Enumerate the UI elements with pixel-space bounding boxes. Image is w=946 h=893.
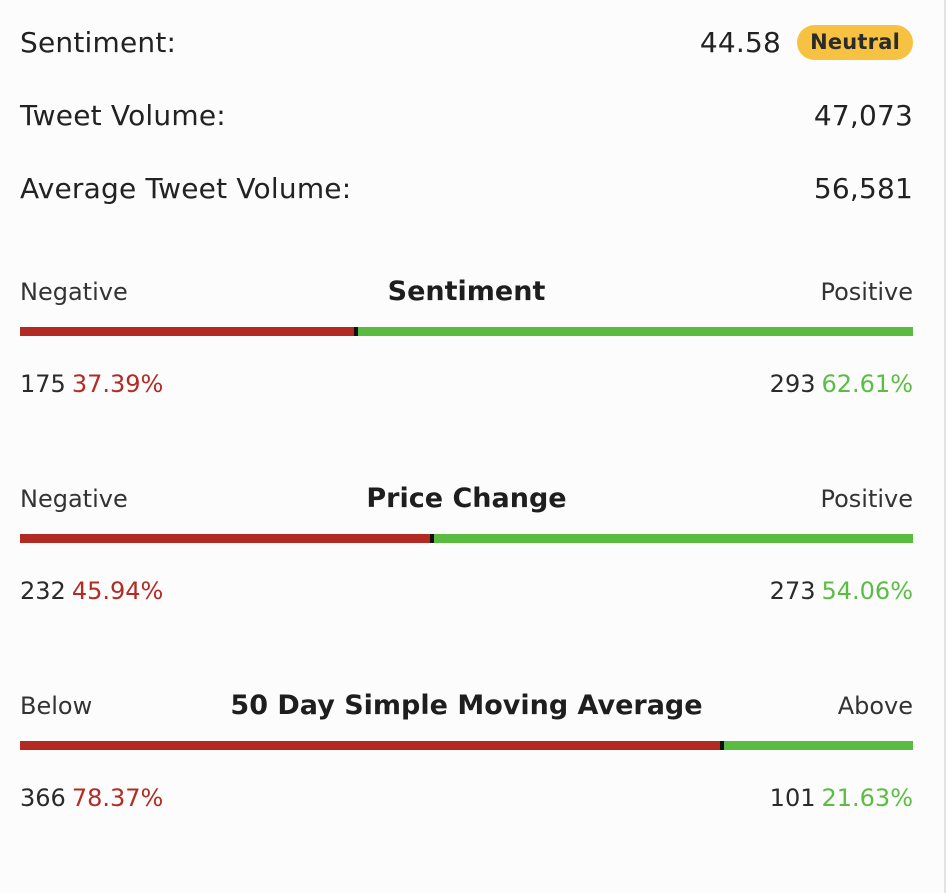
- positive-count: 293: [769, 370, 816, 398]
- negative-stats: 175 37.39%: [20, 369, 163, 399]
- below-count: 366: [20, 784, 66, 812]
- meter-header: Below 50 Day Simple Moving Average Above: [20, 689, 913, 723]
- negative-count: 232: [20, 577, 66, 605]
- meter-left-label: Below: [20, 692, 93, 720]
- sentiment-label: Sentiment:: [20, 25, 177, 59]
- negative-percent: 37.39%: [71, 370, 164, 398]
- positive-stats: 273 54.06%: [770, 576, 913, 606]
- negative-count: 175: [20, 370, 66, 398]
- positive-stats: 293 62.61%: [770, 369, 913, 399]
- negative-stats: 232 45.94%: [20, 576, 163, 606]
- moving-average-bar: [20, 741, 913, 750]
- panel-border: [944, 0, 946, 893]
- tweet-volume-row: Tweet Volume: 47,073: [20, 95, 913, 135]
- meter-left-label: Negative: [20, 485, 128, 513]
- bar-positive-fill: [434, 534, 913, 543]
- bar-negative-fill: [20, 534, 430, 543]
- positive-percent: 54.06%: [821, 577, 913, 605]
- above-count: 101: [769, 784, 816, 812]
- meter-footer: 366 78.37% 101 21.63%: [20, 783, 913, 813]
- meter-left-label: Negative: [20, 278, 128, 306]
- positive-percent: 62.61%: [821, 370, 913, 398]
- meter-right-label: Positive: [820, 485, 913, 513]
- bar-negative-fill: [20, 327, 354, 336]
- meter-header: Negative Sentiment Positive: [20, 275, 913, 309]
- sentiment-score: 44.58: [699, 25, 782, 59]
- meter-title: 50 Day Simple Moving Average: [230, 690, 703, 721]
- sentiment-stat-row: Sentiment: 44.58 Neutral: [20, 22, 913, 62]
- moving-average-meter: Below 50 Day Simple Moving Average Above…: [20, 689, 913, 829]
- meter-footer: 175 37.39% 293 62.61%: [20, 369, 913, 399]
- below-stats: 366 78.37%: [20, 783, 163, 813]
- meter-right-label: Above: [837, 692, 913, 720]
- positive-count: 273: [769, 577, 816, 605]
- meter-title: Sentiment: [387, 276, 546, 307]
- meter-right-label: Positive: [820, 278, 913, 306]
- sentiment-value-group: 44.58 Neutral: [699, 24, 913, 60]
- sentiment-status-badge: Neutral: [797, 24, 913, 60]
- avg-tweet-volume-row: Average Tweet Volume: 56,581: [20, 168, 913, 208]
- meter-footer: 232 45.94% 273 54.06%: [20, 576, 913, 606]
- meter-title: Price Change: [366, 483, 567, 514]
- bar-positive-fill: [358, 327, 913, 336]
- above-stats: 101 21.63%: [770, 783, 913, 813]
- bar-divider: [354, 327, 358, 336]
- price-change-bar: [20, 534, 913, 543]
- tweet-volume-label: Tweet Volume:: [20, 98, 226, 132]
- below-percent: 78.37%: [71, 784, 164, 812]
- avg-tweet-volume-value: 56,581: [813, 171, 913, 205]
- bar-positive-fill: [724, 741, 913, 750]
- meter-header: Negative Price Change Positive: [20, 482, 913, 516]
- avg-tweet-volume-label: Average Tweet Volume:: [20, 171, 352, 205]
- tweet-volume-value: 47,073: [813, 98, 913, 132]
- price-change-meter: Negative Price Change Positive 232 45.94%…: [20, 482, 913, 622]
- bar-divider: [720, 741, 724, 750]
- bar-divider: [430, 534, 434, 543]
- above-percent: 21.63%: [821, 784, 913, 812]
- sentiment-meter: Negative Sentiment Positive 175 37.39% 29…: [20, 275, 913, 415]
- sentiment-bar: [20, 327, 913, 336]
- bar-negative-fill: [20, 741, 720, 750]
- negative-percent: 45.94%: [71, 577, 164, 605]
